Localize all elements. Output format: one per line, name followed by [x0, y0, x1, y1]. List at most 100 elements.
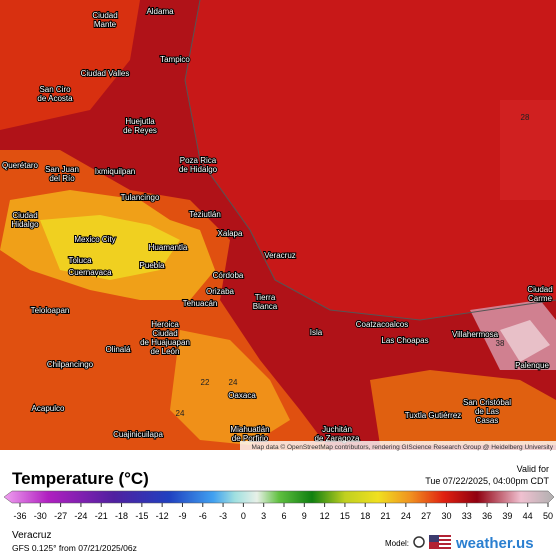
contour-label: 38: [496, 339, 505, 348]
city-label: Coatzacoalcos: [356, 320, 408, 329]
city-label: Villahermosa: [452, 330, 499, 339]
colorbar-tick-label: -30: [34, 511, 47, 521]
model-icon: [413, 536, 425, 548]
colorbar-tick-label: -6: [199, 511, 207, 521]
region: Veracruz: [12, 530, 51, 541]
city-label: de Hidalgo: [179, 165, 218, 174]
city-label: Blanca: [253, 302, 278, 311]
city-label: Poza Rica: [180, 156, 217, 165]
city-label: Isla: [310, 328, 323, 337]
city-label: Tulancingo: [121, 193, 160, 202]
city-label: Ciudad: [92, 11, 117, 20]
colorbar: [3, 490, 555, 504]
attribution-bg: [240, 441, 556, 451]
colorbar-tick-label: 3: [261, 511, 266, 521]
city-label: Casas: [476, 416, 499, 425]
city-label: Ciudad: [527, 285, 552, 294]
city-label: Ciudad Valles: [81, 69, 130, 78]
colorbar-tick-label: 50: [543, 511, 553, 521]
city-label: Aldama: [146, 7, 174, 16]
city-label: Tehuacán: [183, 299, 218, 308]
city-label: de Huajuapan: [140, 338, 190, 347]
flag-stripe: [439, 537, 451, 539]
city-label: Juchitán: [322, 425, 352, 434]
attribution: Map data © OpenStreetMap contributors, r…: [251, 443, 553, 451]
colorbar-tick-label: 15: [340, 511, 350, 521]
city-label: Palenque: [515, 361, 549, 370]
colorbar-tick-label: -36: [13, 511, 26, 521]
legend-title: Temperature (°C): [12, 469, 149, 488]
city-label: de Acosta: [37, 94, 73, 103]
colorbar-tick-label: 9: [302, 511, 307, 521]
city-label: Oaxaca: [228, 391, 256, 400]
flag-stripe: [439, 541, 451, 543]
city-label: de Las: [475, 407, 499, 416]
colorbar-tick-label: 18: [360, 511, 370, 521]
colorbar-tick-label: 24: [401, 511, 411, 521]
colorbar-tick-label: 27: [421, 511, 431, 521]
colorbar-tick-label: -12: [156, 511, 169, 521]
city-label: Ciudad: [12, 211, 37, 220]
model-run: GFS 0.125° from 07/21/2025/06z: [12, 543, 137, 553]
colorbar-tick-label: 39: [502, 511, 512, 521]
city-label: Huejutla: [125, 117, 155, 126]
city-label: Las Choapas: [381, 336, 428, 345]
city-label: Carme: [528, 294, 553, 303]
valid-label: Valid for: [517, 464, 549, 474]
city-label: de Reyes: [123, 126, 157, 135]
model-label: Model:: [385, 539, 409, 548]
city-label: San Ciro: [39, 85, 71, 94]
city-label: Ciudad: [152, 329, 177, 338]
colorbar-tick-label: -24: [74, 511, 87, 521]
city-label: Tuxtla Gutiérrez: [405, 411, 462, 420]
city-label: Toluca: [68, 256, 92, 265]
city-label: San Juan: [45, 165, 79, 174]
city-label: Puebla: [140, 261, 165, 270]
city-label: Hidalgo: [11, 220, 39, 229]
contour-label: 28: [521, 113, 530, 122]
city-label: Miahuatlán: [230, 425, 269, 434]
city-label: Ixmiquilpan: [95, 167, 135, 176]
brand: weather.us: [455, 535, 534, 552]
colorbar-tick-label: 0: [241, 511, 246, 521]
city-label: de Zaragoza: [315, 434, 360, 443]
city-label: Tierra: [255, 293, 276, 302]
city-label: San Cristóbal: [463, 398, 511, 407]
city-label: Cuajinicuilapa: [113, 430, 163, 439]
colorbar-tick-label: 30: [441, 511, 451, 521]
colorbar-tick-label: -27: [54, 511, 67, 521]
colorbar-tick-label: 12: [320, 511, 330, 521]
city-label: Querétaro: [2, 161, 39, 170]
map: [0, 0, 556, 450]
colorbar-tick-label: 44: [523, 511, 533, 521]
city-label: Mante: [94, 20, 117, 29]
city-label: Acapulco: [32, 404, 65, 413]
valid-time: Tue 07/22/2025, 04:00pm CDT: [425, 476, 549, 486]
colorbar-tick-label: -9: [178, 511, 186, 521]
city-label: Veracruz: [264, 251, 296, 260]
contour-label: 24: [229, 378, 238, 387]
city-label: Cuernavaca: [68, 268, 112, 277]
colorbar-tick-label: 36: [482, 511, 492, 521]
city-label: Chilpancingo: [47, 360, 94, 369]
city-label: de Porfirio: [232, 434, 269, 443]
colorbar-tick-label: -3: [219, 511, 227, 521]
city-label: Córdoba: [213, 271, 244, 280]
colorbar-tick-label: -15: [135, 511, 148, 521]
colorbar-tick-label: 33: [462, 511, 472, 521]
flag-stripe: [439, 545, 451, 547]
contour-label: 22: [201, 378, 210, 387]
city-label: Olinalá: [106, 345, 131, 354]
contour-label: 24: [176, 409, 185, 418]
city-label: de León: [151, 347, 180, 356]
city-label: Tampico: [160, 55, 190, 64]
city-label: Orizaba: [206, 287, 235, 296]
city-label: Heroica: [151, 320, 179, 329]
colorbar-tick-label: -18: [115, 511, 128, 521]
city-label: Teziutlán: [189, 210, 221, 219]
city-label: Xalapa: [218, 229, 243, 238]
city-label: Mexico City: [74, 235, 115, 244]
colorbar-tick-label: -21: [95, 511, 108, 521]
flag-canton: [429, 535, 439, 542]
